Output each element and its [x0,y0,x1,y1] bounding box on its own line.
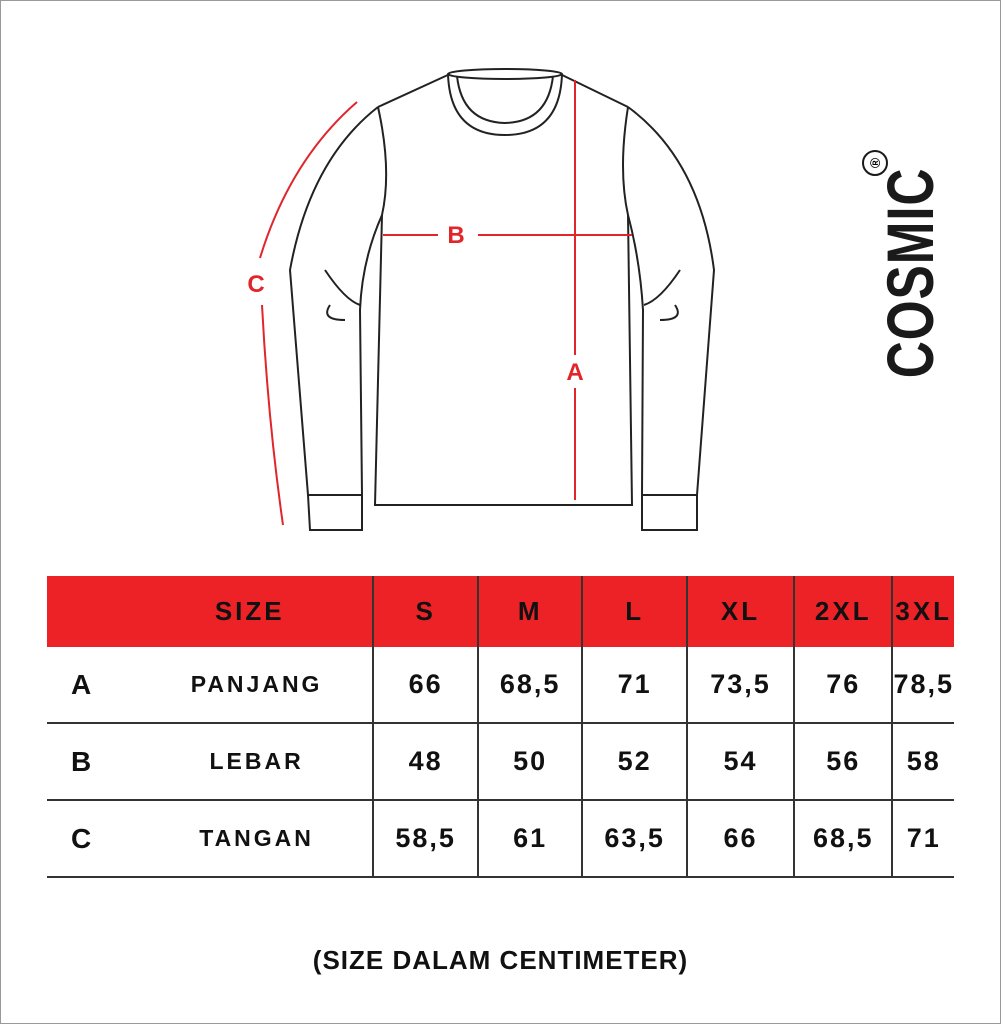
cell: 68,5 [476,647,583,724]
right-hand-fold [643,269,681,321]
header-2xl: 2XL [793,576,893,647]
cell: 66 [372,647,478,724]
right-sleeve [627,106,716,496]
cell: 52 [581,723,687,801]
right-cuff [641,495,698,531]
table-row: C TANGAN 58,5 61 63,5 66 68,5 71 [47,800,954,878]
cell: 63,5 [581,800,687,878]
size-table: SIZE S M L XL 2XL 3XL A PANJANG 66 68,5 … [47,576,954,878]
sweatshirt-diagram: A B C [247,68,716,531]
cell: 71 [581,647,687,724]
table-header-row: SIZE S M L XL 2XL 3XL [47,576,954,647]
header-3xl: 3XL [891,576,954,647]
header-l: L [581,576,687,647]
row-key: A [47,647,141,724]
cell: 73,5 [685,647,795,724]
cell: 68,5 [793,800,893,878]
shirt-collar-outer [447,68,563,80]
cell: 56 [793,723,893,801]
cell: 78,5 [891,647,954,724]
cell: 66 [685,800,795,878]
left-hand-fold [324,269,361,321]
header-xl: XL [685,576,795,647]
measure-line-c [259,101,358,526]
cell: 58 [891,723,954,801]
header-m: M [476,576,583,647]
shirt-body [373,106,634,506]
row-key: B [47,723,141,801]
shirt-collar [447,73,563,137]
cell: 50 [476,723,583,801]
label-b: B [447,222,464,249]
label-c: C [247,271,264,298]
row-key: C [47,800,141,878]
cell: 48 [372,723,478,801]
cell: 58,5 [372,800,478,878]
unit-note: (SIZE DALAM CENTIMETER) [312,945,689,975]
registered-mark: ® [862,150,888,176]
table-row: B LEBAR 48 50 52 54 56 58 [47,723,954,801]
cell: 61 [476,800,583,878]
row-name: LEBAR [140,723,374,801]
shirt-shoulders [377,73,629,108]
cell: 71 [891,800,954,878]
left-sleeve [288,106,383,496]
label-a: A [566,359,583,386]
row-name: TANGAN [140,800,374,878]
row-name: PANJANG [140,647,374,724]
cell: 76 [793,647,893,724]
brand-logo: COSMIC [873,167,947,379]
cell: 54 [685,723,795,801]
header-s: S [372,576,478,647]
header-size: SIZE [47,576,374,647]
left-cuff [307,494,363,531]
table-row: A PANJANG 66 68,5 71 73,5 76 78,5 [47,647,954,724]
